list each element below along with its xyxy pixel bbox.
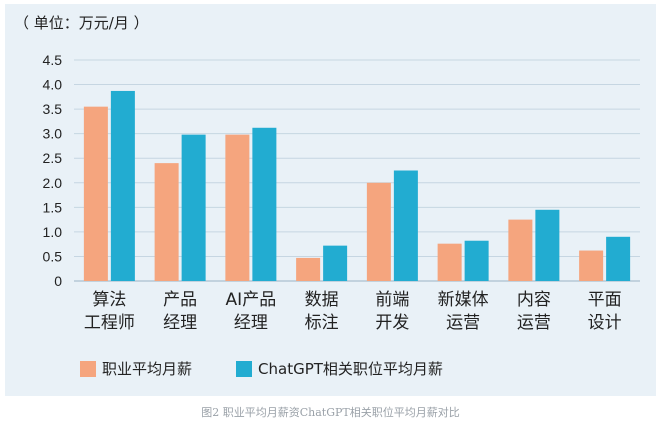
- y-tick-label: 0.5: [43, 248, 63, 264]
- category-label: 经理: [234, 313, 268, 333]
- y-tick-label: 0: [54, 273, 62, 289]
- category-label: 工程师: [84, 313, 135, 333]
- category-label: 算法: [92, 290, 126, 310]
- y-tick-label: 1.0: [43, 224, 63, 240]
- legend-label-chatgpt: ChatGPT相关职位平均月薪: [258, 360, 443, 378]
- y-tick-label: 3.5: [43, 101, 63, 117]
- category-label: 运营: [446, 313, 480, 333]
- bar-chatgpt: [323, 245, 348, 281]
- bar-occupation: [437, 243, 462, 281]
- bar-occupation: [225, 134, 250, 281]
- y-tick-label: 4.0: [43, 77, 63, 93]
- category-label: AI产品: [226, 290, 277, 310]
- legend-label-occupation: 职业平均月薪: [102, 360, 193, 378]
- bar-chatgpt: [464, 240, 489, 281]
- legend-swatch-chatgpt: [236, 360, 253, 377]
- category-label: 标注: [305, 313, 339, 333]
- category-label: 产品: [163, 290, 197, 310]
- bar-chatgpt: [393, 170, 418, 281]
- bar-occupation: [154, 163, 179, 281]
- bar-occupation: [366, 182, 391, 281]
- figure-caption: 图2 职业平均月薪资ChatGPT相关职位平均月薪对比: [201, 406, 460, 419]
- bar-chatgpt: [606, 236, 631, 281]
- legend-item-chatgpt: ChatGPT相关职位平均月薪: [236, 358, 443, 379]
- y-tick-label: 2.0: [43, 175, 63, 191]
- bar-chatgpt: [110, 90, 135, 281]
- legend: 职业平均月薪 ChatGPT相关职位平均月薪: [80, 358, 487, 379]
- bar-occupation: [579, 250, 604, 281]
- category-label: 数据: [305, 290, 339, 310]
- y-tick-label: 3.0: [43, 126, 63, 142]
- bar-chatgpt: [181, 134, 206, 281]
- bar-occupation: [83, 106, 108, 282]
- category-label: 前端: [375, 290, 409, 310]
- category-label: 平面: [588, 290, 622, 310]
- bar-chatgpt: [252, 127, 277, 281]
- category-label: 开发: [375, 313, 409, 333]
- y-tick-label: 4.5: [43, 52, 63, 68]
- category-label: 内容: [517, 290, 551, 310]
- bar-occupation: [296, 257, 321, 281]
- category-label: 设计: [588, 313, 622, 333]
- bar-occupation: [508, 219, 533, 281]
- legend-item-occupation: 职业平均月薪: [80, 358, 192, 379]
- bar-chatgpt: [535, 209, 560, 281]
- category-label: 新媒体: [438, 290, 489, 310]
- unit-label: （ 单位：万元/月 ）: [14, 14, 149, 32]
- category-label: 运营: [517, 313, 551, 333]
- category-label: 经理: [163, 313, 197, 333]
- legend-swatch-occupation: [80, 360, 96, 377]
- y-tick-label: 1.5: [43, 199, 63, 215]
- y-tick-label: 2.5: [43, 150, 63, 166]
